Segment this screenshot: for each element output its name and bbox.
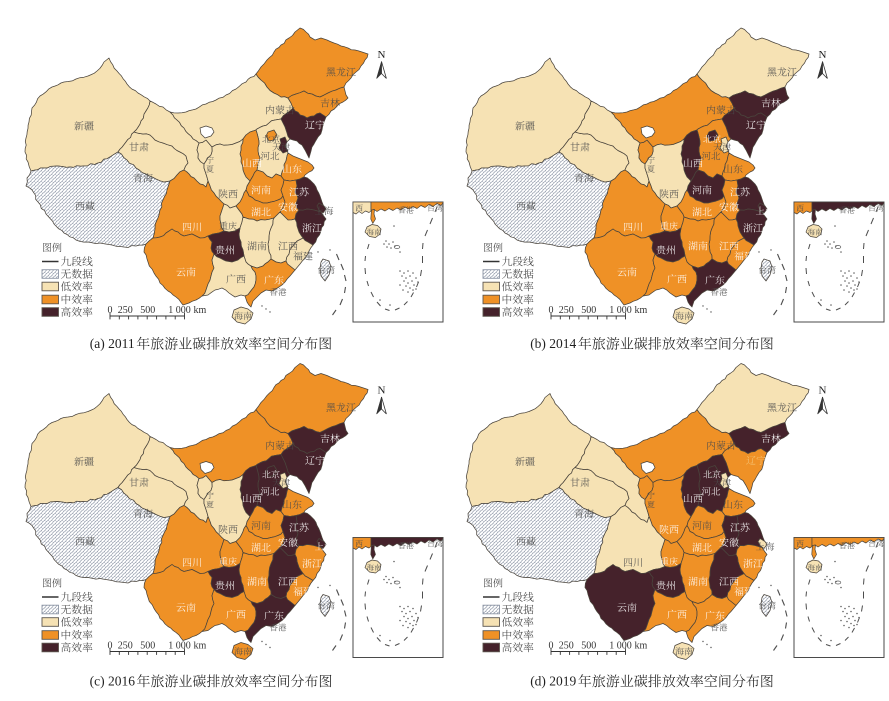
svg-text:1 000: 1 000: [609, 641, 632, 652]
svg-text:0: 0: [549, 641, 554, 652]
svg-text:N: N: [378, 385, 386, 397]
svg-text:250: 250: [118, 305, 133, 316]
svg-text:1 000: 1 000: [168, 305, 191, 316]
svg-text:N: N: [378, 49, 386, 61]
svg-text:500: 500: [140, 305, 155, 316]
svg-text:500: 500: [581, 641, 596, 652]
svg-text:(c) 2016: (c) 2016: [90, 674, 136, 689]
svg-text:km: km: [194, 305, 207, 316]
svg-text:(a) 2011: (a) 2011: [90, 336, 135, 351]
svg-text:(b) 2014: (b) 2014: [530, 336, 576, 351]
svg-text:N: N: [819, 385, 827, 397]
svg-text:1 000: 1 000: [609, 305, 632, 316]
svg-text:250: 250: [118, 641, 133, 652]
svg-text:1 000: 1 000: [168, 641, 191, 652]
svg-text:500: 500: [140, 641, 155, 652]
svg-text:0: 0: [108, 641, 113, 652]
svg-text:250: 250: [559, 641, 574, 652]
svg-text:km: km: [194, 641, 207, 652]
svg-text:N: N: [819, 49, 827, 61]
svg-text:km: km: [635, 305, 648, 316]
svg-text:500: 500: [581, 305, 596, 316]
svg-text:km: km: [635, 641, 648, 652]
svg-text:0: 0: [549, 305, 554, 316]
svg-text:250: 250: [559, 305, 574, 316]
svg-text:0: 0: [108, 305, 113, 316]
svg-text:(d) 2019: (d) 2019: [530, 674, 576, 689]
